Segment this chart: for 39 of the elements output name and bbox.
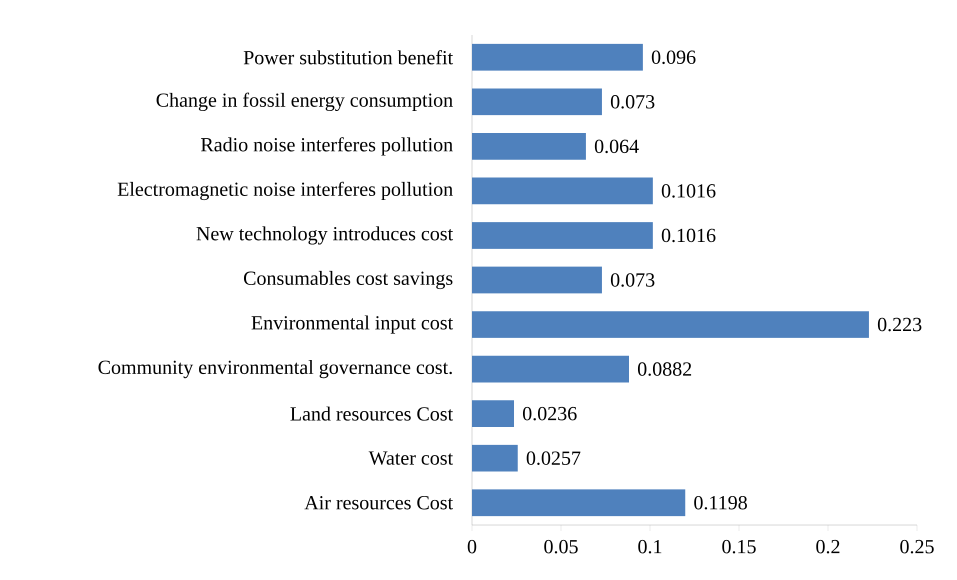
bar — [472, 444, 518, 472]
data-label: 0.0236 — [522, 406, 577, 420]
data-label: 0.0882 — [638, 362, 692, 376]
data-label: 0.096 — [652, 50, 696, 64]
data-label: 0.1198 — [694, 496, 747, 510]
bar — [472, 489, 686, 516]
y-tick-label: Air resources Cost — [304, 496, 454, 510]
x-tick-label: 0.1 — [638, 540, 662, 554]
data-label: 0.1016 — [662, 184, 716, 198]
y-tick-label: Radio noise interferes pollution — [200, 137, 453, 156]
data-label: 0.073 — [610, 273, 654, 287]
y-tick-label: Water cost — [368, 451, 454, 465]
data-label: 0.1016 — [662, 228, 716, 242]
y-tick-label: Consumables cost savings — [244, 270, 452, 290]
x-tick-label: 0 — [468, 540, 476, 554]
bar — [472, 311, 869, 338]
data-label: 0.064 — [594, 140, 639, 154]
x-tick-label: 0.25 — [900, 540, 934, 554]
y-tick-label: New technology introduces cost — [196, 226, 454, 245]
y-tick-label: Change in fossil energy consumption — [156, 92, 453, 112]
y-tick-label: Power substitution benefit — [244, 50, 454, 64]
y-tick-label: Community environmental governance cost. — [98, 360, 452, 378]
y-tick-label: Electromagnetic noise interferes pollution — [118, 182, 453, 200]
data-label: 0.223 — [878, 318, 922, 332]
y-tick-label: Environmental input cost — [252, 315, 454, 334]
bar — [472, 88, 602, 116]
x-tick-label: 0.05 — [544, 540, 578, 554]
bar — [472, 133, 586, 160]
bar — [472, 266, 602, 294]
bar — [472, 356, 629, 382]
bar — [472, 178, 653, 204]
bar — [472, 44, 643, 71]
y-tick-label: Land resources Cost — [290, 406, 454, 421]
x-tick-label: 0.2 — [816, 540, 840, 554]
bar — [472, 222, 653, 249]
x-tick-label: 0.15 — [722, 540, 756, 554]
data-label: 0.073 — [610, 95, 654, 109]
bar — [472, 400, 514, 428]
data-label: 0.0257 — [526, 451, 580, 465]
